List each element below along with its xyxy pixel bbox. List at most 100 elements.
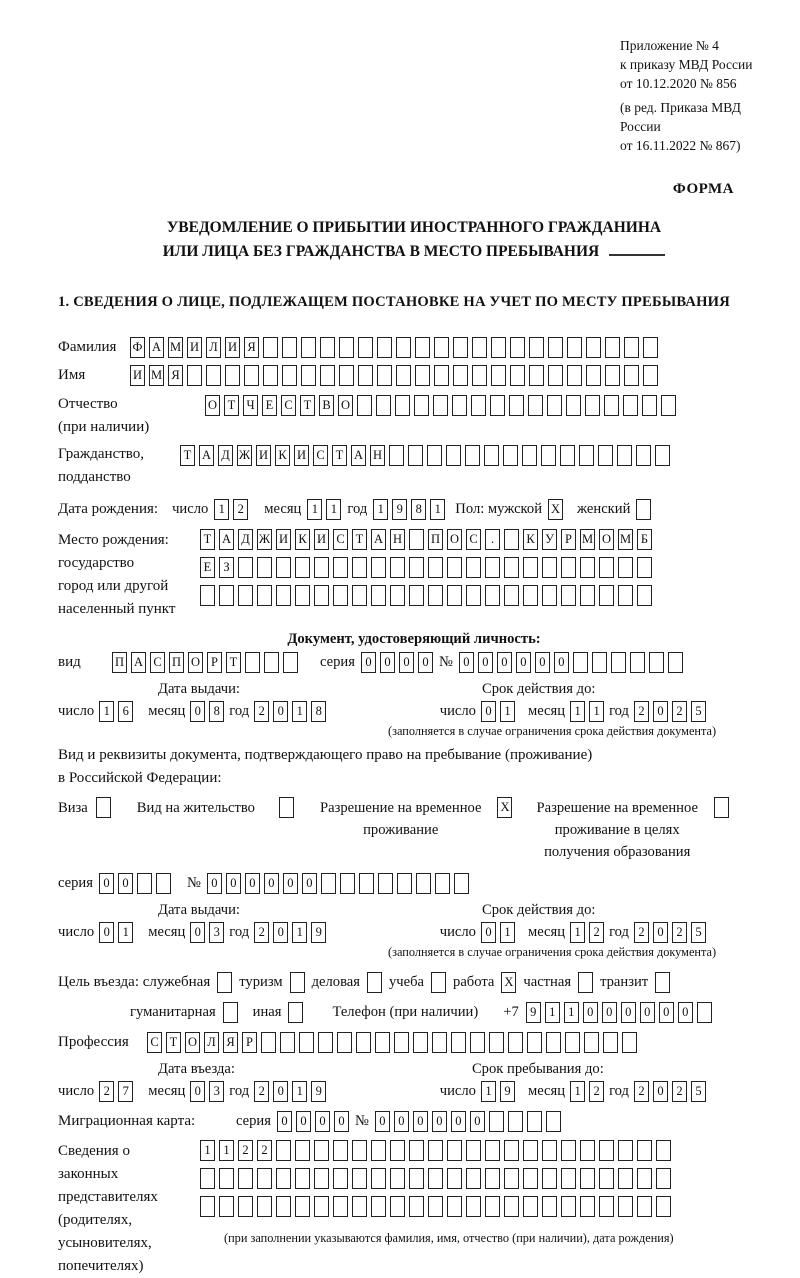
char-cell[interactable]: 2 <box>634 701 649 722</box>
char-cell[interactable] <box>428 1196 443 1217</box>
char-cell[interactable] <box>371 1140 386 1161</box>
char-cell[interactable]: 1 <box>307 499 323 520</box>
char-cell[interactable] <box>629 652 645 673</box>
char-cell[interactable] <box>295 1168 310 1189</box>
char-cell[interactable] <box>376 395 391 416</box>
char-cell[interactable] <box>548 337 563 358</box>
char-cell[interactable] <box>238 1196 253 1217</box>
char-cell[interactable]: З <box>219 557 234 578</box>
char-cell[interactable] <box>431 972 447 993</box>
char-cell[interactable] <box>504 1196 519 1217</box>
char-cell[interactable]: 2 <box>254 922 270 943</box>
char-cell[interactable] <box>655 445 670 466</box>
char-cell[interactable]: 2 <box>233 499 249 520</box>
char-cell[interactable]: 1 <box>99 701 115 722</box>
char-cell[interactable] <box>561 1196 576 1217</box>
char-cell[interactable]: 0 <box>431 1111 447 1132</box>
char-cell[interactable] <box>510 337 525 358</box>
char-cell[interactable]: Т <box>224 395 239 416</box>
char-cell[interactable] <box>618 585 633 606</box>
char-cell[interactable]: С <box>147 1032 162 1053</box>
char-cell[interactable]: Я <box>168 365 183 386</box>
char-cell[interactable] <box>200 1196 215 1217</box>
char-cell[interactable]: 1 <box>570 1081 586 1102</box>
char-cell[interactable] <box>542 557 557 578</box>
char-cell[interactable]: 0 <box>582 1002 598 1023</box>
char-cell[interactable] <box>95 797 111 818</box>
char-cell[interactable] <box>618 557 633 578</box>
char-cell[interactable] <box>453 365 468 386</box>
char-cell[interactable]: 2 <box>634 922 649 943</box>
char-cell[interactable] <box>656 1196 671 1217</box>
char-cell[interactable] <box>624 365 639 386</box>
char-cell[interactable] <box>526 1111 542 1132</box>
char-cell[interactable] <box>610 652 626 673</box>
char-cell[interactable]: 2 <box>254 1081 270 1102</box>
char-cell[interactable] <box>504 1168 519 1189</box>
char-cell[interactable] <box>276 557 291 578</box>
char-cell[interactable] <box>358 365 373 386</box>
char-cell[interactable]: 0 <box>639 1002 655 1023</box>
char-cell[interactable]: 0 <box>333 1111 349 1132</box>
char-cell[interactable] <box>508 1032 523 1053</box>
char-cell[interactable] <box>580 585 595 606</box>
char-cell[interactable]: 1 <box>326 499 342 520</box>
char-cell[interactable] <box>136 873 152 894</box>
char-cell[interactable] <box>333 1196 348 1217</box>
char-cell[interactable] <box>466 557 481 578</box>
char-cell[interactable]: В <box>319 395 334 416</box>
char-cell[interactable]: 0 <box>190 922 206 943</box>
char-cell[interactable] <box>339 873 355 894</box>
char-cell[interactable] <box>488 1111 504 1132</box>
char-cell[interactable] <box>394 1032 409 1053</box>
char-cell[interactable]: 0 <box>458 652 474 673</box>
char-cell[interactable]: Ф <box>130 337 145 358</box>
char-cell[interactable] <box>580 1196 595 1217</box>
char-cell[interactable]: 9 <box>525 1002 541 1023</box>
char-cell[interactable] <box>489 1032 504 1053</box>
char-cell[interactable] <box>264 652 279 673</box>
char-cell[interactable] <box>541 445 556 466</box>
char-cell[interactable] <box>447 557 462 578</box>
char-cell[interactable]: 0 <box>480 701 496 722</box>
char-cell[interactable] <box>580 1140 595 1161</box>
char-cell[interactable]: 2 <box>672 922 687 943</box>
char-cell[interactable] <box>599 1168 614 1189</box>
char-cell[interactable]: 0 <box>190 1081 206 1102</box>
char-cell[interactable]: П <box>428 529 443 550</box>
char-cell[interactable]: 2 <box>589 922 605 943</box>
char-cell[interactable] <box>656 1140 671 1161</box>
char-cell[interactable]: 0 <box>534 652 550 673</box>
residence-checkbox[interactable] <box>278 797 294 818</box>
char-cell[interactable] <box>580 557 595 578</box>
char-cell[interactable] <box>446 445 461 466</box>
char-cell[interactable] <box>465 445 480 466</box>
char-cell[interactable] <box>352 1168 367 1189</box>
char-cell[interactable] <box>295 585 310 606</box>
char-cell[interactable] <box>591 652 607 673</box>
char-cell[interactable] <box>599 585 614 606</box>
char-cell[interactable] <box>447 1196 462 1217</box>
char-cell[interactable]: Т <box>226 652 241 673</box>
char-cell[interactable] <box>434 337 449 358</box>
char-cell[interactable]: 0 <box>276 1111 292 1132</box>
char-cell[interactable] <box>567 337 582 358</box>
char-cell[interactable]: К <box>295 529 310 550</box>
char-cell[interactable]: X <box>497 797 513 818</box>
char-cell[interactable]: Т <box>300 395 315 416</box>
char-cell[interactable] <box>357 395 372 416</box>
char-cell[interactable] <box>696 1002 712 1023</box>
char-cell[interactable]: 0 <box>450 1111 466 1132</box>
char-cell[interactable]: 1 <box>563 1002 579 1023</box>
char-cell[interactable]: 0 <box>393 1111 409 1132</box>
char-cell[interactable] <box>507 1111 523 1132</box>
purpose-business-checkbox[interactable] <box>367 972 382 993</box>
char-cell[interactable] <box>280 1032 295 1053</box>
char-cell[interactable] <box>586 337 601 358</box>
char-cell[interactable]: 0 <box>601 1002 617 1023</box>
char-cell[interactable] <box>560 445 575 466</box>
char-cell[interactable] <box>358 337 373 358</box>
char-cell[interactable]: П <box>112 652 127 673</box>
char-cell[interactable] <box>314 557 329 578</box>
char-cell[interactable] <box>642 395 657 416</box>
